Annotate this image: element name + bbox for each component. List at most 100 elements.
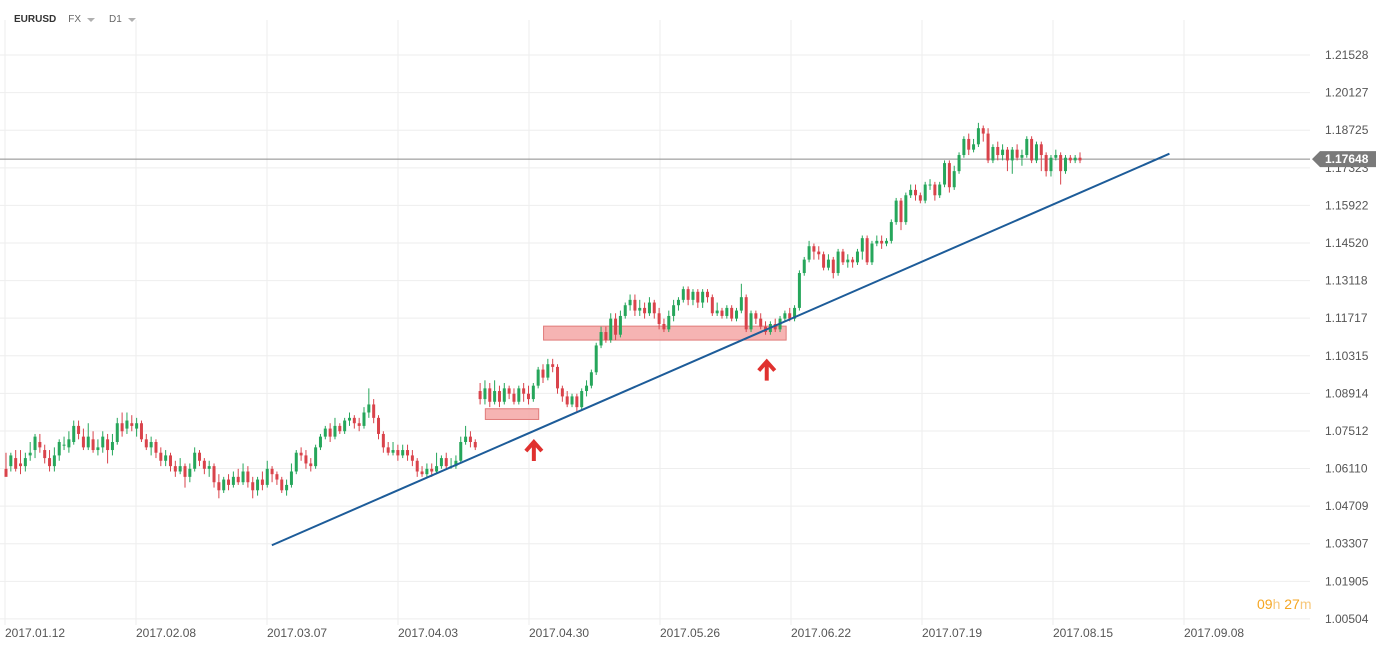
candle bbox=[1063, 155, 1067, 174]
candle-body bbox=[106, 439, 110, 451]
candle bbox=[880, 235, 884, 249]
candle bbox=[599, 326, 603, 349]
candle bbox=[643, 302, 647, 319]
candle bbox=[652, 299, 656, 319]
candle-body bbox=[231, 476, 235, 485]
candle bbox=[817, 246, 821, 260]
candle bbox=[865, 235, 869, 265]
candle-body bbox=[198, 452, 202, 461]
trendline-layer[interactable] bbox=[271, 152, 1170, 547]
candle-body bbox=[280, 479, 284, 491]
candle bbox=[256, 476, 260, 496]
candle-body bbox=[667, 315, 671, 330]
candle-body bbox=[526, 393, 530, 400]
candle bbox=[38, 433, 42, 453]
countdown-hours: 09 bbox=[1257, 596, 1273, 612]
symbol-label[interactable]: EURUSD bbox=[14, 13, 57, 25]
candle-body bbox=[202, 460, 206, 469]
candle-body bbox=[817, 251, 821, 255]
candle bbox=[81, 428, 85, 451]
candle bbox=[899, 197, 903, 231]
candle-body bbox=[889, 222, 893, 241]
candle bbox=[178, 458, 182, 475]
candle-body bbox=[164, 455, 168, 461]
candle-body bbox=[735, 310, 739, 319]
candle bbox=[1049, 155, 1053, 177]
candle bbox=[241, 463, 245, 485]
candle bbox=[33, 433, 37, 459]
candle-body bbox=[149, 441, 153, 448]
candle bbox=[793, 305, 797, 322]
candle bbox=[188, 463, 192, 483]
candle bbox=[1020, 149, 1024, 166]
candle-body bbox=[701, 291, 705, 303]
candle-body bbox=[686, 289, 690, 300]
current-price-badge: 1.17648 bbox=[1312, 151, 1376, 168]
y-axis[interactable]: 1.215281.201271.187251.173231.159221.145… bbox=[1325, 48, 1369, 626]
candle-body bbox=[638, 307, 642, 311]
candle-countdown: 09h 27m bbox=[1257, 596, 1312, 612]
candle-body bbox=[957, 155, 961, 172]
candle bbox=[512, 388, 516, 405]
candle-body bbox=[294, 452, 298, 472]
candle bbox=[96, 439, 100, 456]
candle bbox=[681, 286, 685, 303]
candle-body bbox=[318, 436, 322, 448]
candle-body bbox=[314, 447, 318, 467]
candle-body bbox=[62, 444, 66, 446]
candle-body bbox=[788, 313, 792, 319]
candle-body bbox=[19, 463, 23, 467]
candle-body bbox=[352, 417, 356, 424]
support-zone[interactable] bbox=[484, 408, 540, 420]
candle-body bbox=[972, 144, 976, 150]
y-tick-label: 1.04709 bbox=[1325, 499, 1369, 513]
candle bbox=[918, 192, 922, 204]
candle-body bbox=[468, 436, 472, 442]
candle-body bbox=[478, 391, 482, 400]
candle bbox=[551, 358, 555, 373]
candle bbox=[343, 417, 347, 434]
candle-body bbox=[1059, 155, 1063, 172]
candle-body bbox=[976, 128, 980, 145]
candle bbox=[144, 433, 148, 451]
candle bbox=[391, 441, 395, 456]
candle bbox=[338, 423, 342, 434]
trendline[interactable] bbox=[271, 152, 1170, 547]
dropdown-caret-icon[interactable] bbox=[87, 18, 96, 22]
candle bbox=[120, 412, 124, 437]
candle bbox=[894, 197, 898, 225]
x-axis[interactable]: 2017.01.12 2017.02.08 2017.03.07 2017.04.03… bbox=[5, 626, 1244, 640]
market-label[interactable]: FX bbox=[68, 13, 82, 25]
candle bbox=[386, 441, 390, 456]
candle-body bbox=[323, 428, 327, 437]
candle bbox=[1044, 152, 1048, 177]
candle bbox=[149, 436, 153, 456]
candle-body bbox=[357, 423, 361, 426]
candle-body bbox=[415, 460, 419, 472]
candle bbox=[531, 382, 535, 402]
candle bbox=[135, 417, 139, 437]
y-tick-label: 1.03307 bbox=[1325, 537, 1369, 551]
candle bbox=[1034, 141, 1038, 164]
candle-body bbox=[855, 251, 859, 263]
candle bbox=[86, 423, 90, 451]
candle bbox=[497, 385, 501, 408]
candle bbox=[565, 391, 569, 408]
candle bbox=[168, 452, 172, 472]
candle-body bbox=[275, 474, 279, 480]
candle bbox=[299, 447, 303, 461]
candle-body bbox=[497, 391, 501, 402]
candle-body bbox=[81, 436, 85, 448]
timeframe-label[interactable]: D1 bbox=[109, 13, 122, 25]
candle bbox=[507, 385, 511, 400]
x-tick-label: 2017.08.15 bbox=[1053, 626, 1113, 640]
candle bbox=[130, 415, 134, 432]
candle-body bbox=[178, 466, 182, 472]
y-tick-label: 1.06110 bbox=[1325, 462, 1368, 476]
candle bbox=[280, 476, 284, 493]
candle-body bbox=[1068, 157, 1072, 161]
dropdown-caret-icon[interactable] bbox=[127, 18, 136, 22]
candle bbox=[836, 248, 840, 276]
candle-body bbox=[802, 259, 806, 274]
